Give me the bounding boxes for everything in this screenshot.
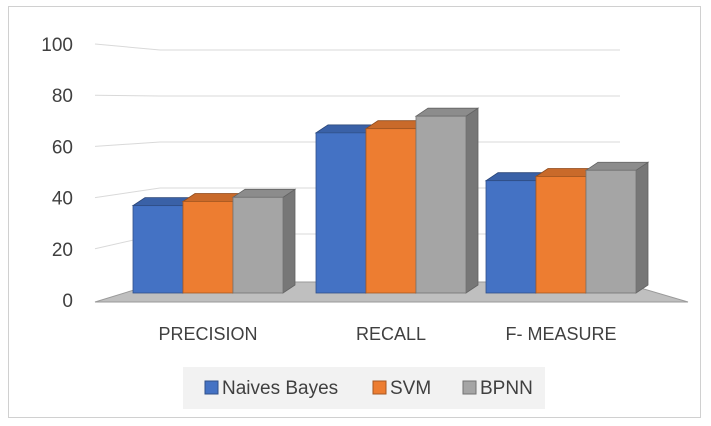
legend-item: SVM (372, 378, 431, 399)
y-tick-label: 20 (52, 240, 73, 261)
y-tick-label: 0 (62, 291, 73, 312)
y-tick-label: 100 (41, 35, 73, 56)
bar (414, 107, 480, 294)
y-axis-tick-labels: 0 20 40 60 80 100 (41, 35, 73, 312)
bar (534, 167, 600, 294)
y-tick-label: 60 (52, 137, 73, 158)
x-category-label: F- MEASURE (505, 324, 616, 344)
bar (584, 161, 650, 294)
legend: Naives Bayes SVM BPNN (183, 367, 545, 409)
gridline-diagonal (94, 43, 161, 51)
legend-label: SVM (390, 378, 431, 399)
y-tick-label: 40 (52, 189, 73, 210)
legend-item: BPNN (462, 378, 533, 399)
x-category-label: PRECISION (158, 324, 257, 344)
legend-label: Naives Bayes (222, 378, 338, 399)
gridline-diagonal (94, 187, 161, 199)
legend-item: Naives Bayes (204, 378, 338, 399)
x-axis-category-labels: PRECISION RECALL F- MEASURE (158, 324, 616, 344)
y-tick-label: 80 (52, 86, 73, 107)
legend-swatch (372, 380, 387, 395)
legend-swatch (462, 380, 477, 395)
gridline-diagonal (94, 141, 161, 147)
bars (131, 107, 650, 294)
bar (231, 188, 297, 294)
legend-swatch (204, 380, 219, 395)
gridline-diagonal (94, 94, 161, 97)
legend-label: BPNN (480, 378, 533, 399)
legend-background (183, 367, 545, 409)
x-category-label: RECALL (356, 324, 426, 344)
